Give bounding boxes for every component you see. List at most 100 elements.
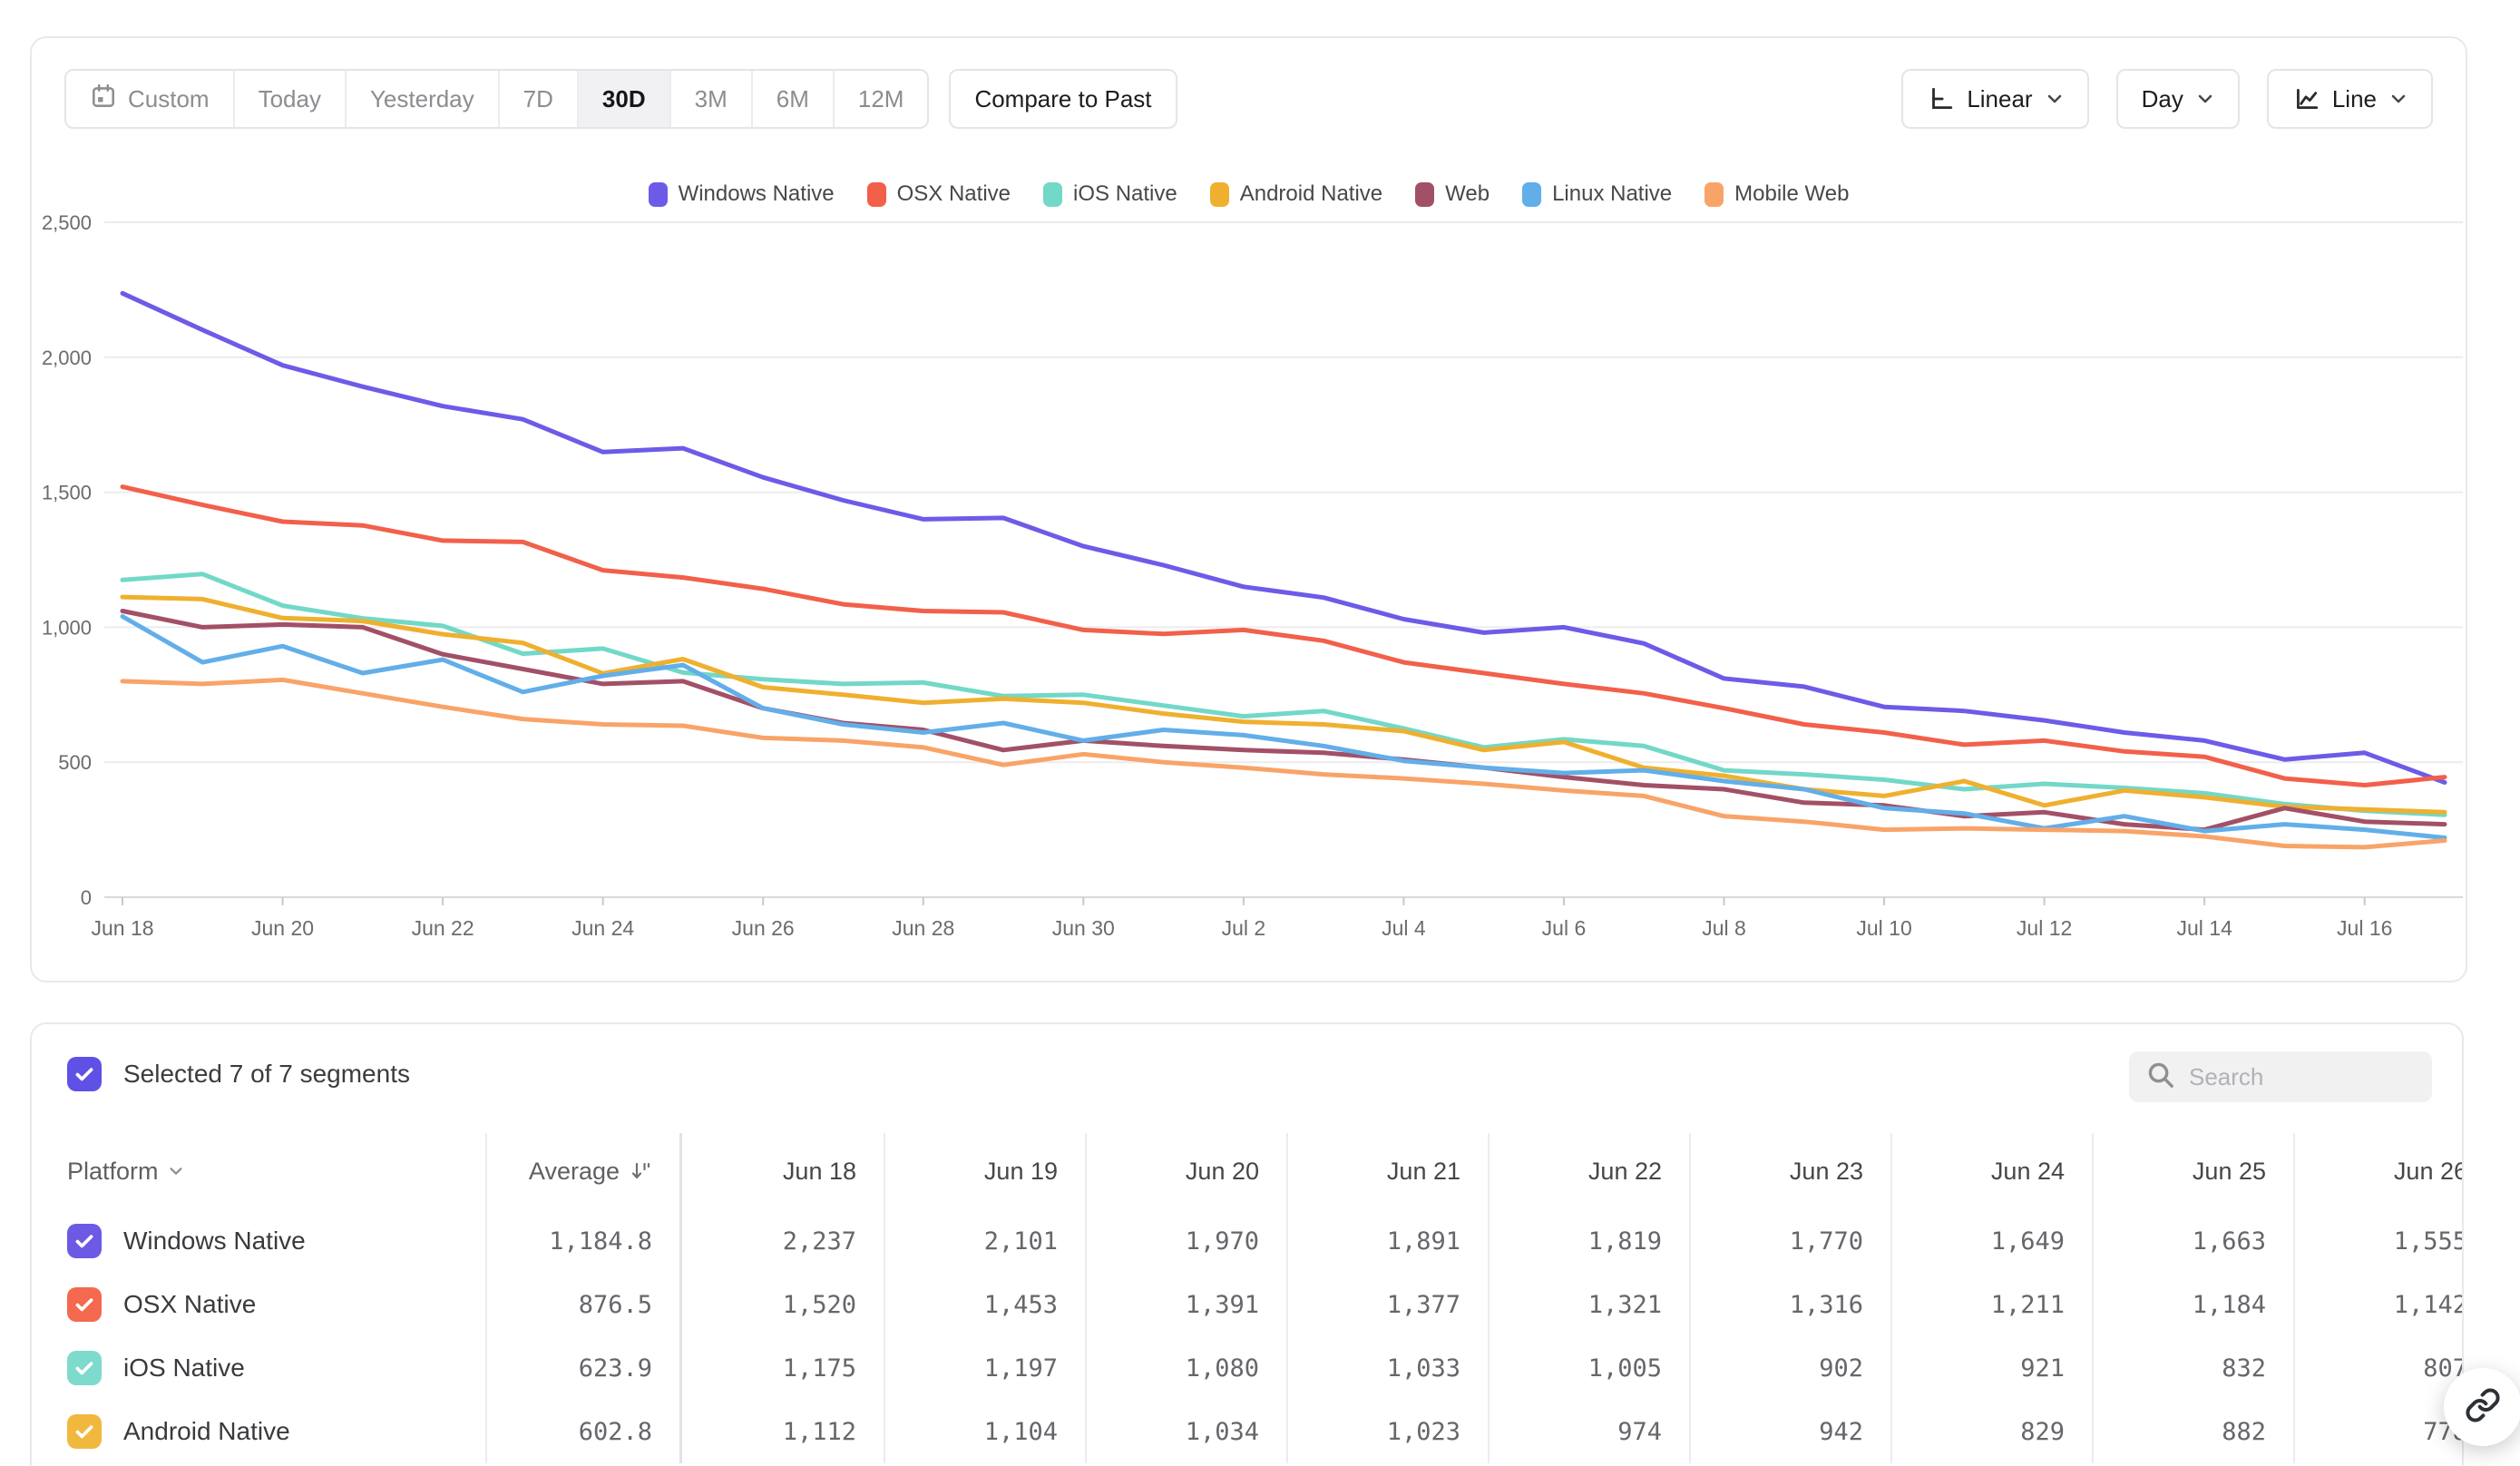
legend-swatch <box>1522 181 1542 207</box>
series-line-web[interactable] <box>120 609 2447 833</box>
legend-item-linux-native[interactable]: Linux Native <box>1522 181 1672 207</box>
value-cell-jun-20: 1,080 <box>1085 1336 1286 1400</box>
toolbar-right-group: Linear Day Line <box>1901 69 2433 129</box>
range-label: 3M <box>694 84 728 112</box>
column-header-jun-20[interactable]: Jun 20 <box>1085 1133 1286 1209</box>
legend-swatch <box>1209 181 1229 207</box>
platform-cell: Windows Native <box>32 1209 485 1273</box>
range-label: Yesterday <box>369 84 474 112</box>
check-icon <box>75 1235 93 1248</box>
legend-item-osx-native[interactable]: OSX Native <box>866 181 1011 207</box>
series-line-windows-native[interactable] <box>120 290 2447 785</box>
value-cell-jun-18: 2,237 <box>782 1227 856 1256</box>
legend-item-web[interactable]: Web <box>1415 181 1490 207</box>
x-axis-label: Jul 4 <box>1382 916 1426 940</box>
series-line-ios-native[interactable] <box>120 572 2447 817</box>
compare-to-past-label: Compare to Past <box>974 84 1152 112</box>
value-cell-jun-25: 882 <box>2092 1400 2293 1463</box>
select-all-checkbox[interactable] <box>67 1057 102 1091</box>
legend-label: iOS Native <box>1073 181 1177 206</box>
range-custom[interactable]: Custom <box>66 71 233 127</box>
scale-dropdown[interactable]: Linear <box>1901 69 2089 129</box>
column-header-platform[interactable]: Platform <box>32 1133 485 1209</box>
value-cell-jun-23: 1,316 <box>1689 1273 1890 1336</box>
share-link-button[interactable] <box>2444 1368 2520 1446</box>
table-row-windows-native: Windows Native 1,184.8 2,237 2,101 1,970 1,89… <box>32 1209 2462 1273</box>
chart-type-label: Line <box>2331 84 2377 112</box>
column-header-jun-18[interactable]: Jun 18 <box>782 1157 856 1185</box>
platform-name: OSX Native <box>123 1290 257 1318</box>
compare-to-past-button[interactable]: Compare to Past <box>949 69 1177 129</box>
range-label: Today <box>258 84 321 112</box>
range-30d[interactable]: 30D <box>576 71 669 127</box>
segment-checkbox[interactable] <box>67 1351 102 1385</box>
column-header-jun-26[interactable]: Jun 26 <box>2293 1133 2462 1209</box>
value-cell-jun-21: 1,377 <box>1286 1273 1488 1336</box>
value-cell-jun-25: 832 <box>2092 1336 2293 1400</box>
legend-item-ios-native[interactable]: iOS Native <box>1043 181 1177 207</box>
column-header-jun-24[interactable]: Jun 24 <box>1890 1133 2092 1209</box>
legend-label: Web <box>1445 181 1490 206</box>
column-header-jun-25[interactable]: Jun 25 <box>2092 1133 2293 1209</box>
check-icon <box>75 1362 93 1375</box>
segment-checkbox[interactable] <box>67 1287 102 1322</box>
calendar-icon <box>90 83 117 116</box>
legend-swatch <box>1043 181 1063 207</box>
interval-dropdown[interactable]: Day <box>2115 69 2240 129</box>
series-line-android-native[interactable] <box>120 594 2447 815</box>
series-line-osx-native[interactable] <box>120 484 2447 787</box>
column-header-jun-21[interactable]: Jun 21 <box>1286 1133 1488 1209</box>
y-axis-label: 0 <box>81 886 92 909</box>
table-row-android-native: Android Native 602.8 1,112 1,104 1,034 1,023 9… <box>32 1400 2462 1463</box>
column-header-jun-19[interactable]: Jun 19 <box>884 1133 1085 1209</box>
legend-item-mobile-web[interactable]: Mobile Web <box>1704 181 1849 207</box>
line-chart[interactable]: 0 500 1,000 1,500 2,000 2,500 Jun 18 Jun 20 Jun … <box>32 201 2466 972</box>
value-cell-jun-24: 1,211 <box>1890 1273 2092 1336</box>
range-12m[interactable]: 12M <box>832 71 928 127</box>
y-axis-label: 2,000 <box>42 347 92 369</box>
chart-type-dropdown[interactable]: Line <box>2266 69 2433 129</box>
range-yesterday[interactable]: Yesterday <box>344 71 498 127</box>
value-cell-jun-22: 1,321 <box>1488 1273 1689 1336</box>
range-3m[interactable]: 3M <box>669 71 751 127</box>
legend-label: Windows Native <box>678 181 835 206</box>
segment-checkbox[interactable] <box>67 1414 102 1449</box>
sort-descending-icon <box>631 1162 650 1179</box>
value-cell-jun-21: 1,033 <box>1286 1336 1488 1400</box>
legend-label: Linux Native <box>1552 181 1673 206</box>
value-cell-jun-22: 1,005 <box>1488 1336 1689 1400</box>
value-cell-jun-19: 1,104 <box>884 1400 1085 1463</box>
scale-label: Linear <box>1967 84 2033 112</box>
x-axis-label: Jun 28 <box>892 916 954 940</box>
value-cell-jun-20: 1,391 <box>1085 1273 1286 1336</box>
selected-summary: Selected 7 of 7 segments <box>123 1060 410 1088</box>
x-axis-label: Jul 6 <box>1542 916 1587 940</box>
legend-item-android-native[interactable]: Android Native <box>1209 181 1382 207</box>
legend-item-windows-native[interactable]: Windows Native <box>648 181 835 207</box>
search-input[interactable] <box>2189 1062 2407 1091</box>
series-line-linux-native[interactable] <box>120 614 2447 840</box>
value-cell-jun-18: 1,520 <box>782 1290 856 1319</box>
check-icon <box>75 1298 93 1312</box>
column-header-jun-22[interactable]: Jun 22 <box>1488 1133 1689 1209</box>
range-label: 12M <box>857 84 904 112</box>
x-axis-label: Jun 26 <box>732 916 795 940</box>
segment-checkbox[interactable] <box>67 1224 102 1258</box>
value-cell-jun-22: 1,819 <box>1488 1209 1689 1273</box>
range-today[interactable]: Today <box>232 71 345 127</box>
value-cell-jun-18: 1,175 <box>782 1354 856 1383</box>
x-axis-label: Jul 12 <box>2017 916 2072 940</box>
value-cell-jun-19: 1,197 <box>884 1336 1085 1400</box>
x-axis-label: Jul 2 <box>1222 916 1266 940</box>
value-cell-jun-21: 1,023 <box>1286 1400 1488 1463</box>
chart-legend: Windows Native OSX Native iOS Native Androi… <box>32 181 2466 207</box>
series-line-mobile-web[interactable] <box>120 677 2447 850</box>
x-axis-label: Jun 24 <box>571 916 634 940</box>
value-cell-jun-23: 942 <box>1689 1400 1890 1463</box>
range-6m[interactable]: 6M <box>750 71 833 127</box>
value-cell-jun-25: 1,663 <box>2092 1209 2293 1273</box>
value-cell-jun-22: 974 <box>1488 1400 1689 1463</box>
column-header-jun-23[interactable]: Jun 23 <box>1689 1133 1890 1209</box>
column-header-average[interactable]: Average <box>485 1133 682 1209</box>
range-7d[interactable]: 7D <box>497 71 577 127</box>
